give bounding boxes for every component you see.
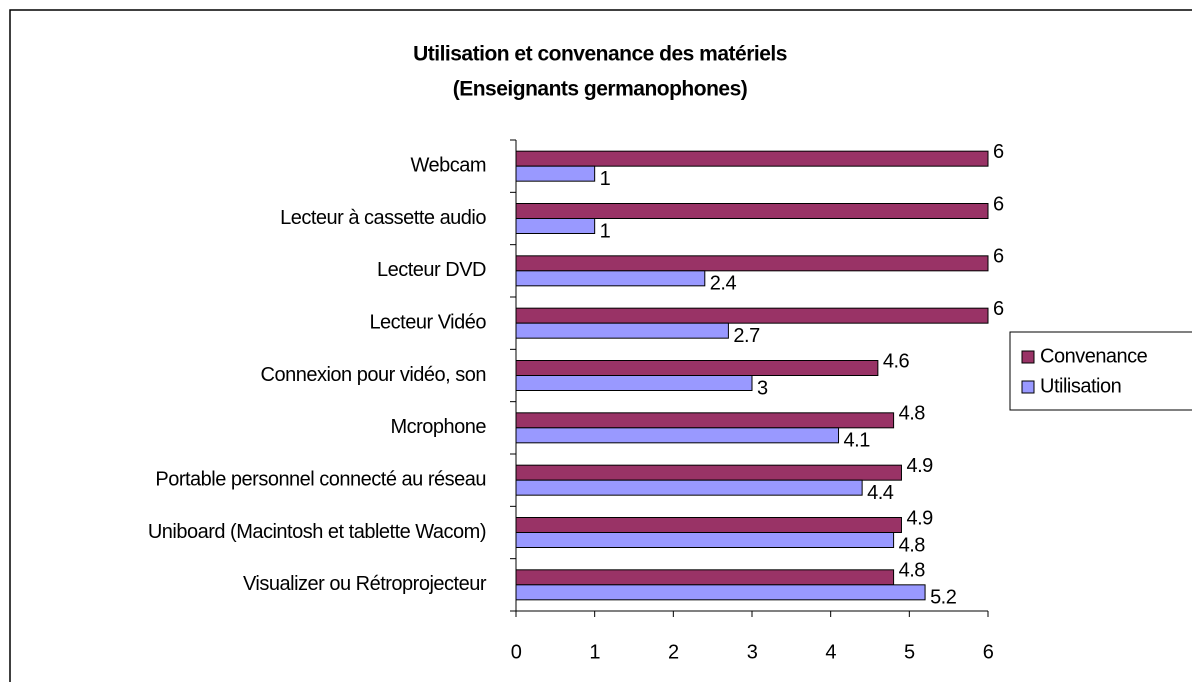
bar (515, 464, 902, 481)
bar (515, 307, 989, 324)
data-label: 4.6 (883, 350, 910, 372)
bar (515, 270, 706, 287)
bar (515, 479, 863, 496)
x-tick-label: 2 (668, 641, 679, 663)
data-label: 4.9 (906, 455, 933, 477)
legend-box (1009, 331, 1192, 411)
data-label: 6 (993, 246, 1004, 268)
bar (515, 427, 840, 444)
data-label: 6 (993, 141, 1004, 163)
data-label: 1 (600, 168, 611, 190)
data-label: 6 (993, 298, 1004, 320)
legend-swatch (1021, 380, 1035, 394)
legend-swatch (1021, 350, 1035, 364)
bar (515, 322, 729, 339)
data-label: 6 (993, 193, 1004, 215)
data-label: 1 (600, 220, 611, 242)
y-tick-label: Lecteur DVD (377, 259, 486, 281)
legend-label: Convenance (1040, 345, 1148, 367)
y-tick-label: Visualizer ou Rétroprojecteur (243, 573, 487, 595)
data-label: 4.9 (906, 507, 933, 529)
x-tick-label: 0 (511, 641, 522, 663)
x-tick-label: 6 (983, 641, 994, 663)
y-tick-label: Uniboard (Macintosh et tablette Wacom) (148, 521, 486, 543)
chart-subtitle: (Enseignants germanophones) (453, 78, 748, 101)
bar (515, 165, 596, 182)
bar (515, 255, 989, 272)
data-label: 2.7 (733, 325, 760, 347)
bar (515, 375, 753, 391)
y-tick-label: Lecteur à cassette audio (280, 207, 486, 229)
data-label: 4.1 (844, 430, 871, 452)
data-label: 5.2 (930, 587, 957, 609)
bar (515, 360, 879, 376)
data-label: 4.8 (899, 560, 926, 582)
data-label: 4.8 (899, 534, 926, 556)
y-tick-label: Lecteur Vidéo (369, 311, 486, 333)
bar (515, 517, 902, 533)
bar (515, 584, 926, 601)
x-tick-label: 1 (589, 641, 600, 663)
bar (515, 150, 989, 167)
y-tick-label: Portable personnel connecté au réseau (155, 468, 486, 490)
y-tick-label: Mcrophone (390, 416, 486, 438)
data-label: 3 (757, 377, 768, 399)
x-tick-label: 5 (904, 641, 915, 663)
x-tick-label: 4 (825, 641, 836, 663)
chart-title: Utilisation et convenance des matériels (413, 43, 787, 66)
bar (515, 532, 895, 548)
bar (515, 203, 989, 219)
data-label: 4.4 (867, 482, 894, 504)
data-label: 2.4 (710, 273, 737, 295)
bar (515, 218, 596, 234)
y-tick-label: Connexion pour vidéo, son (261, 364, 486, 386)
bar (515, 412, 895, 429)
bar (515, 569, 895, 586)
legend-label: Utilisation (1040, 375, 1121, 397)
data-label: 4.8 (899, 403, 926, 425)
y-tick-label: Webcam (410, 154, 486, 176)
x-tick-label: 3 (747, 641, 758, 663)
